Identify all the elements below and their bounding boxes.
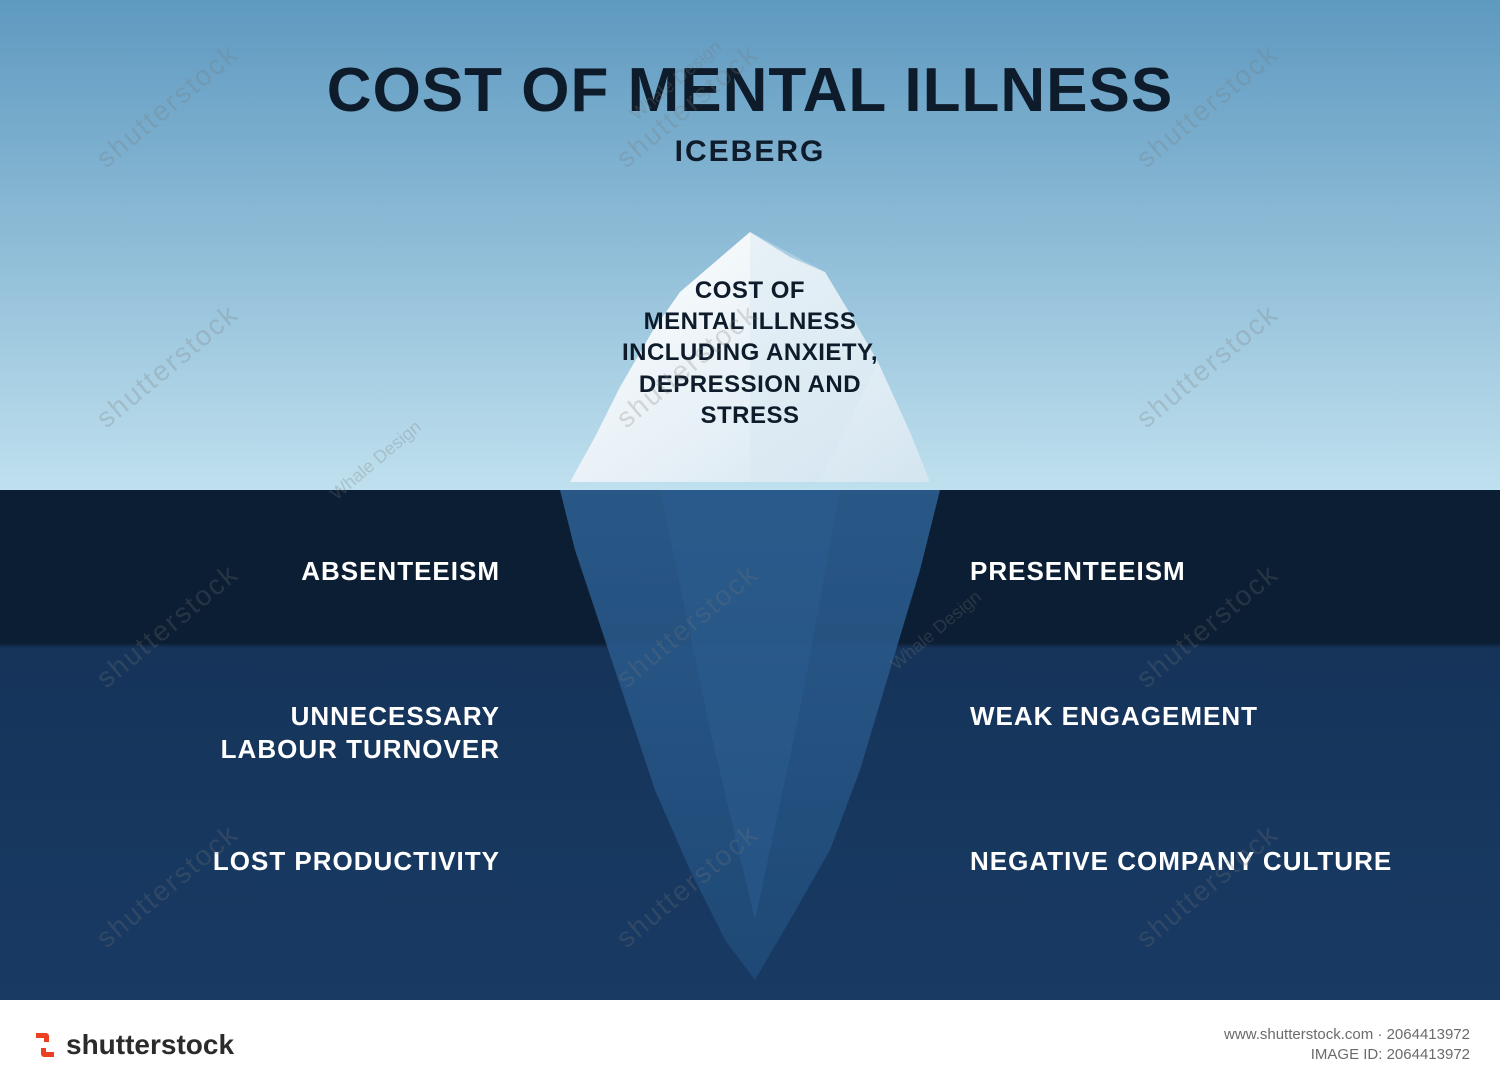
tip-text-line: COST OF xyxy=(0,275,1500,306)
main-title: COST OF MENTAL ILLNESS xyxy=(0,55,1500,126)
iceberg-underwater-svg xyxy=(540,490,960,990)
iceberg-tip-text: COST OFMENTAL ILLNESSINCLUDING ANXIETY,D… xyxy=(0,275,1500,431)
underwater-label-left-1: UNNECESSARYLABOUR TURNOVER xyxy=(221,700,500,765)
iceberg-underwater xyxy=(540,490,960,995)
infographic-canvas: COST OF MENTAL ILLNESS ICEBERG COST OFME… xyxy=(0,0,1500,1000)
underwater-label-right-1: WEAK ENGAGEMENT xyxy=(970,700,1258,733)
stock-footer: shutterstock www.shutterstock.com · 2064… xyxy=(0,1000,1500,1090)
shutterstock-logo: shutterstock xyxy=(30,1029,234,1061)
tip-text-line: STRESS xyxy=(0,400,1500,431)
footer-meta: www.shutterstock.com · 2064413972 IMAGE … xyxy=(1224,1025,1470,1066)
tip-text-line: DEPRESSION AND xyxy=(0,369,1500,400)
tip-text-line: INCLUDING ANXIETY, xyxy=(0,337,1500,368)
underwater-label-left-2: LOST PRODUCTIVITY xyxy=(213,845,500,878)
footer-source: www.shutterstock.com · 2064413972 xyxy=(1224,1025,1470,1045)
shutterstock-icon xyxy=(30,1030,60,1060)
footer-image-id: IMAGE ID: 2064413972 xyxy=(1224,1045,1470,1065)
subtitle: ICEBERG xyxy=(0,135,1500,169)
underwater-label-right-0: PRESENTEEISM xyxy=(970,555,1186,588)
underwater-label-right-2: NEGATIVE COMPANY CULTURE xyxy=(970,845,1392,878)
tip-text-line: MENTAL ILLNESS xyxy=(0,306,1500,337)
shutterstock-wordmark: shutterstock xyxy=(66,1029,234,1061)
underwater-label-left-0: ABSENTEEISM xyxy=(301,555,500,588)
